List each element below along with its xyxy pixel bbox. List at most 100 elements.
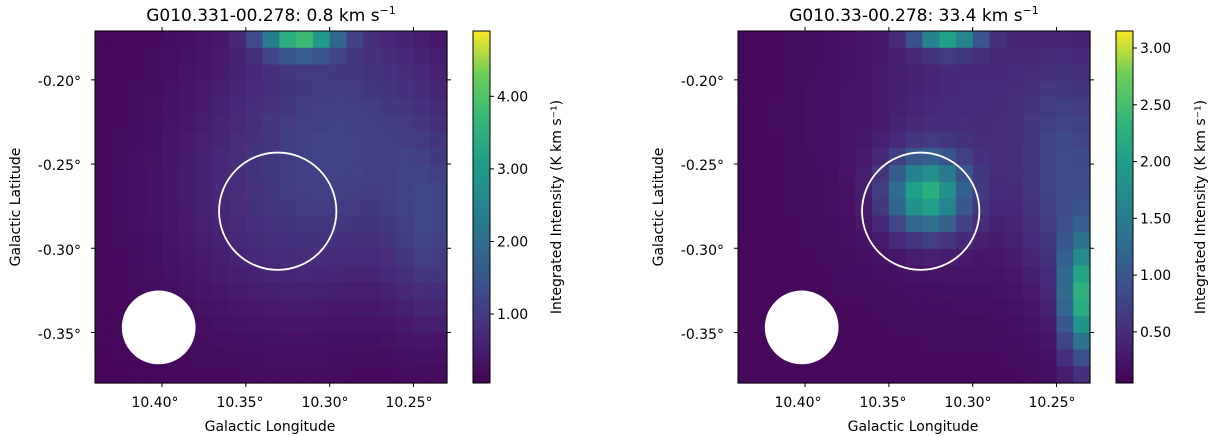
heatmap-pixel: [430, 31, 448, 49]
heatmap-pixel: [855, 31, 873, 49]
heatmap-pixel: [212, 282, 230, 300]
heatmap-pixel: [905, 315, 923, 334]
heatmap-pixel: [939, 332, 957, 351]
heatmap-pixel: [939, 265, 957, 284]
heatmap-pixel: [195, 98, 213, 116]
heatmap-pixel: [212, 265, 230, 284]
heatmap-pixel: [379, 332, 398, 351]
heatmap-pixel: [413, 114, 431, 133]
heatmap-pixel: [1039, 47, 1058, 66]
heatmap-pixel: [838, 165, 856, 183]
heatmap-pixel: [262, 198, 280, 216]
heatmap-pixel: [972, 31, 991, 49]
heatmap-pixel: [212, 332, 230, 351]
heatmap-pixel: [972, 131, 991, 149]
x-tick-label: 10.30°: [944, 395, 991, 411]
heatmap-pixel: [312, 131, 331, 149]
heatmap-pixel: [296, 248, 314, 267]
heatmap-pixel: [363, 148, 381, 166]
heatmap-pixel: [346, 282, 364, 300]
heatmap-pixel: [396, 332, 415, 351]
heatmap-pixel: [888, 47, 907, 66]
heatmap-pixel: [396, 349, 415, 367]
heatmap-pixel: [1006, 198, 1024, 216]
heatmap-pixel: [955, 181, 974, 200]
x-tick-label: 10.25°: [385, 395, 432, 411]
heatmap-pixel: [989, 349, 1007, 367]
heatmap-pixel: [396, 198, 415, 216]
heatmap-pixel: [312, 198, 331, 216]
heatmap-pixel: [195, 198, 213, 216]
heatmap-pixel: [838, 47, 856, 66]
heatmap-pixel: [972, 47, 991, 66]
heatmap-pixel: [296, 47, 314, 66]
heatmap-pixel: [379, 131, 398, 149]
heatmap-pixel: [972, 114, 991, 133]
heatmap-pixel: [1022, 349, 1041, 367]
heatmap-pixel: [872, 215, 890, 233]
heatmap-pixel: [1039, 114, 1058, 133]
heatmap-pixel: [111, 31, 130, 49]
heatmap-pixel: [95, 47, 113, 66]
heatmap-pixel: [262, 299, 280, 317]
heatmap-pixel: [312, 114, 331, 133]
heatmap-pixel: [838, 181, 856, 200]
heatmap-pixel: [989, 198, 1007, 216]
heatmap-pixel: [1022, 131, 1041, 149]
heatmap-pixel: [245, 366, 264, 384]
colorbar-tick-label: 3.00: [497, 162, 528, 178]
heatmap-pixel: [838, 265, 856, 284]
heatmap-pixel: [396, 232, 415, 250]
heatmap-pixel: [989, 165, 1007, 183]
heatmap-pixel: [1056, 81, 1074, 99]
heatmap-pixel: [396, 81, 415, 99]
y-tick-label: -0.30°: [38, 243, 81, 259]
heatmap-pixel: [413, 64, 431, 82]
heatmap-pixel: [855, 81, 873, 99]
heatmap-pixel: [1073, 198, 1091, 216]
heatmap-pixel: [888, 64, 907, 82]
heatmap-pixel: [95, 232, 113, 250]
heatmap-pixel: [754, 181, 773, 200]
heatmap-pixel: [111, 265, 130, 284]
heatmap-pixel: [738, 114, 756, 133]
heatmap-pixel: [1073, 299, 1091, 317]
heatmap-pixel: [805, 64, 823, 82]
heatmap-pixel: [922, 165, 940, 183]
heatmap-pixel: [771, 98, 789, 116]
heatmap-pixel: [788, 47, 806, 66]
heatmap-pixel: [346, 265, 364, 284]
colorbar: [1116, 31, 1133, 383]
heatmap-pixel: [905, 198, 923, 216]
heatmap-pixel: [162, 181, 180, 200]
heatmap-pixel: [229, 31, 247, 49]
heatmap-pixel: [178, 81, 197, 99]
heatmap-pixel: [922, 131, 940, 149]
heatmap-pixel: [396, 265, 415, 284]
heatmap-pixel: [329, 148, 348, 166]
heatmap-pixel: [905, 332, 923, 351]
heatmap-pixel: [939, 248, 957, 267]
heatmap-pixel: [128, 366, 146, 384]
heatmap-pixel: [738, 248, 756, 267]
heatmap-pixel: [111, 282, 130, 300]
heatmap-pixel: [229, 232, 247, 250]
heatmap-pixel: [279, 232, 297, 250]
heatmap-pixel: [922, 114, 940, 133]
heatmap-pixel: [972, 366, 991, 384]
heatmap-pixel: [771, 81, 789, 99]
heatmap-pixel: [296, 181, 314, 200]
heatmap-pixel: [1022, 181, 1041, 200]
heatmap-pixel: [178, 265, 197, 284]
heatmap-pixel: [379, 114, 398, 133]
colorbar-tick-label: 3.00: [1140, 41, 1171, 57]
heatmap-pixel: [329, 131, 348, 149]
heatmap-pixel: [922, 299, 940, 317]
heatmap-pixel: [413, 349, 431, 367]
heatmap-pixel: [872, 31, 890, 49]
heatmap-pixel: [872, 47, 890, 66]
heatmap-pixel: [888, 349, 907, 367]
heatmap-pixel: [805, 148, 823, 166]
heatmap-pixel: [821, 165, 840, 183]
heatmap-pixel: [128, 31, 146, 49]
